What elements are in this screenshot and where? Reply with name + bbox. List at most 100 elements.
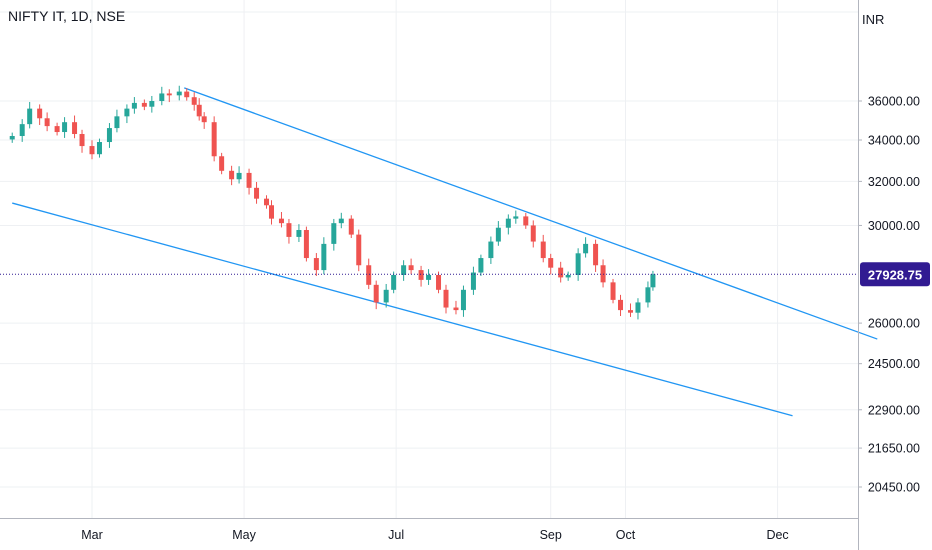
x-tick-label: Jul	[388, 528, 404, 542]
candle	[470, 266, 476, 295]
candle-body	[558, 267, 564, 278]
candle	[548, 253, 554, 275]
candle-body	[453, 307, 459, 311]
candle-body	[89, 146, 95, 155]
candle	[356, 229, 362, 272]
candle	[583, 237, 589, 258]
candle-body	[348, 218, 354, 235]
candle-body	[268, 205, 274, 219]
candle	[114, 109, 120, 133]
candle	[565, 271, 571, 281]
candle-body	[19, 124, 25, 137]
candle-body	[488, 241, 494, 259]
trendlines[interactable]	[12, 87, 878, 417]
candle-body	[418, 270, 424, 280]
candle-body	[264, 198, 270, 206]
candle	[488, 236, 494, 264]
candle	[236, 166, 242, 184]
candle	[635, 298, 641, 320]
last-price-badge	[860, 262, 930, 287]
candle	[264, 195, 270, 209]
candle	[600, 259, 606, 288]
candle-body	[106, 128, 112, 143]
candle	[523, 212, 529, 229]
candle-body	[401, 265, 407, 275]
candle-body	[513, 216, 519, 219]
candle-body	[408, 265, 414, 271]
candle	[166, 89, 172, 103]
x-tick-label: Sep	[540, 528, 562, 542]
candle	[54, 122, 60, 136]
y-tick-label: 22900.00	[868, 403, 920, 417]
candle	[331, 218, 337, 251]
candle	[184, 88, 190, 101]
candle	[89, 140, 95, 160]
candle-body	[313, 258, 319, 271]
trendline[interactable]	[12, 202, 793, 417]
candle	[460, 285, 466, 317]
candle-body	[650, 274, 656, 288]
candles	[9, 85, 656, 320]
candle	[229, 165, 235, 186]
candle-body	[176, 91, 182, 96]
x-tick-label: Oct	[616, 528, 636, 542]
candle-body	[141, 102, 147, 107]
candle	[453, 300, 459, 315]
trendline[interactable]	[184, 87, 878, 340]
candle	[558, 261, 564, 283]
candle	[530, 220, 536, 248]
candle	[348, 215, 354, 239]
candle-body	[149, 101, 155, 107]
candle	[191, 92, 197, 111]
candle	[27, 101, 33, 129]
candle	[176, 85, 182, 101]
candle-body	[540, 241, 546, 259]
candle	[505, 214, 511, 235]
candle	[124, 104, 130, 124]
candle-body	[383, 289, 389, 303]
candle-body	[184, 91, 190, 98]
candle-body	[391, 274, 397, 290]
candle-body	[296, 230, 302, 237]
candle-body	[583, 243, 589, 254]
candle	[254, 181, 260, 204]
price-axis[interactable]: 36000.00 34000.00 32000.00 30000.00 26000.00…	[858, 95, 920, 495]
candle-body	[27, 108, 33, 125]
candle	[19, 119, 25, 142]
y-tick-label: 32000.00	[868, 175, 920, 189]
time-axis[interactable]: Mar May Jul Sep Oct Dec	[81, 528, 788, 542]
candle-body	[530, 225, 536, 242]
candle-body	[443, 289, 449, 308]
candle-body	[470, 272, 476, 290]
candle-body	[593, 243, 599, 266]
candle-body	[548, 258, 554, 268]
candle	[201, 112, 207, 129]
candle-body	[72, 122, 78, 135]
candle-body	[114, 116, 120, 129]
candle-body	[618, 299, 624, 311]
candle-body	[505, 218, 511, 228]
candle	[62, 117, 68, 138]
candle	[303, 226, 309, 262]
candle-body	[9, 136, 15, 140]
candle-body	[79, 134, 85, 147]
candle	[627, 303, 633, 317]
grid-lines	[0, 0, 858, 518]
candle	[79, 129, 85, 153]
y-tick-label: 30000.00	[868, 219, 920, 233]
candle	[246, 168, 252, 195]
candle-body	[366, 265, 372, 285]
candle	[268, 200, 274, 225]
candle-body	[196, 104, 202, 117]
candle-body	[460, 289, 466, 311]
candle-body	[373, 284, 379, 303]
candle	[610, 278, 616, 304]
symbol-header: NIFTY IT, 1D, NSE	[8, 8, 126, 24]
candle-body	[610, 282, 616, 300]
candle-body	[303, 230, 309, 259]
last-price-value: 27928.75	[868, 267, 922, 282]
candle	[96, 138, 102, 158]
candle	[401, 260, 407, 281]
candle-body	[495, 227, 501, 242]
